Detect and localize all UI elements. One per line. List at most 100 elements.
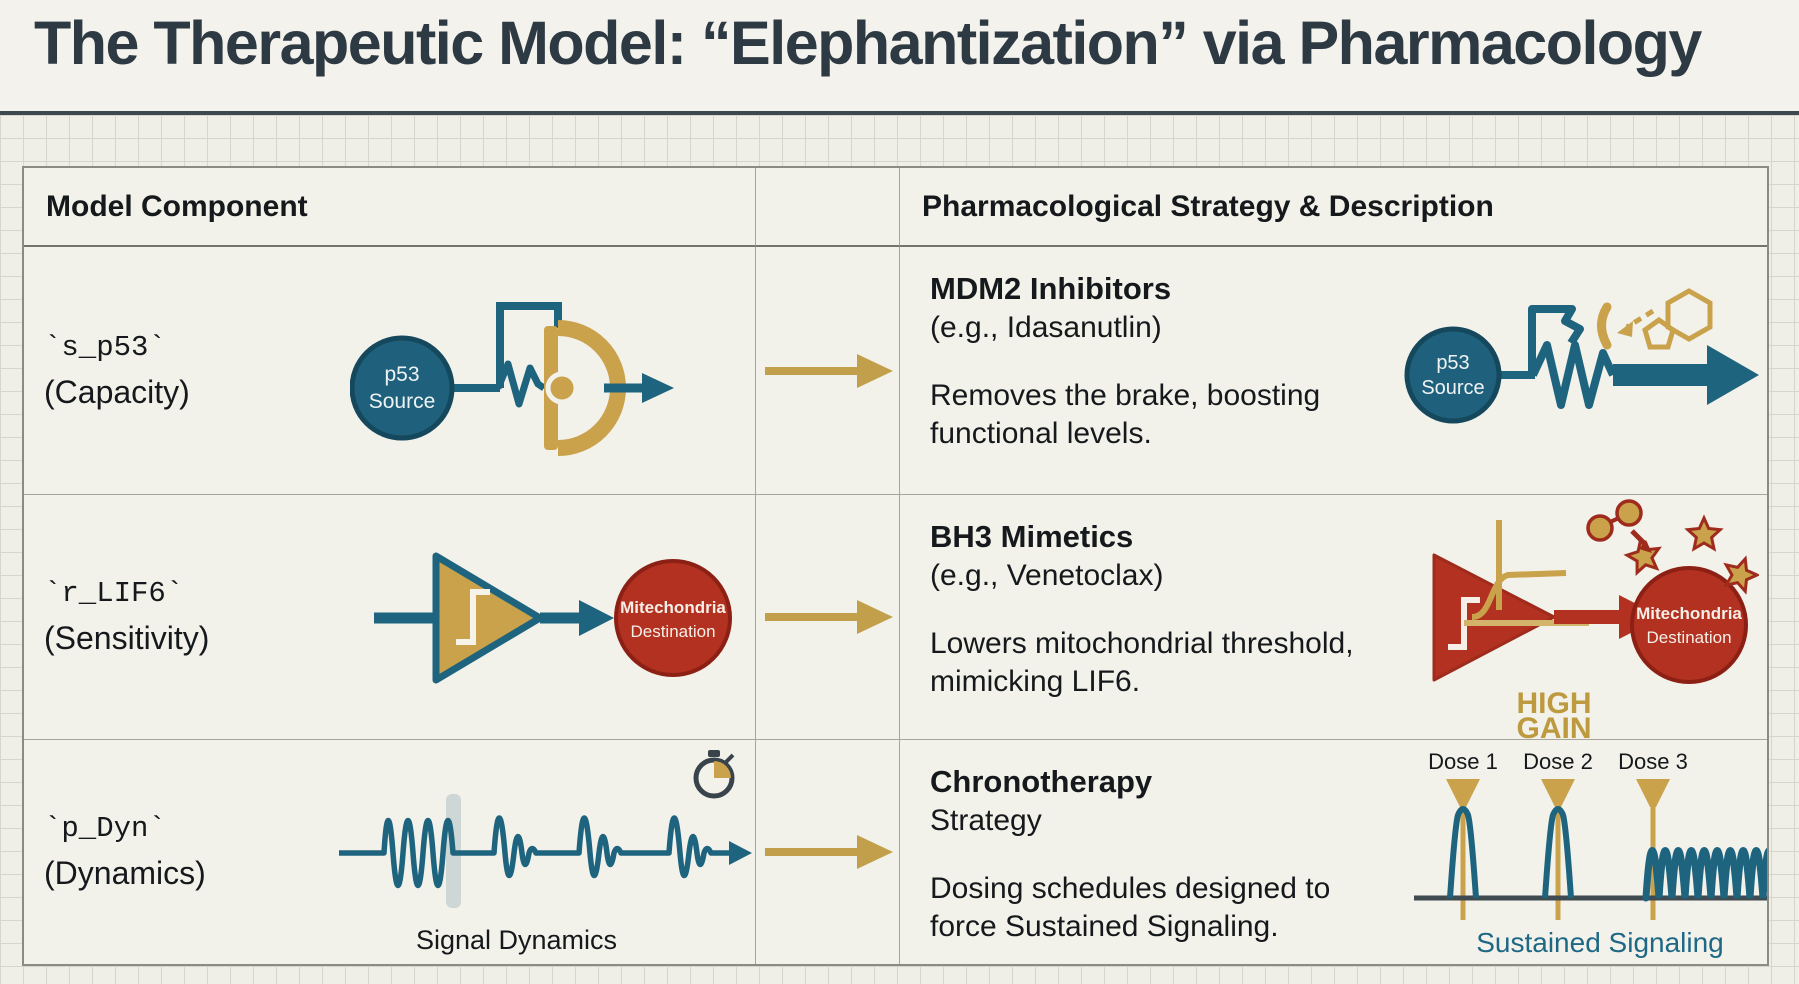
- p53-brake-removed-diagram: p53 Source: [1400, 247, 1767, 494]
- output-arrow-head: [579, 599, 614, 636]
- molecule-atom-icon: [1615, 498, 1643, 527]
- stopwatch-crown: [708, 750, 720, 757]
- amplifier-icon: Mitechondria Destination: [374, 552, 732, 683]
- p53-source-brake-diagram: p53 Source: [274, 276, 755, 466]
- dose-marker-icon: [1541, 779, 1575, 807]
- title-divider: [0, 111, 1799, 115]
- p53-node-line1: p53: [1436, 352, 1469, 374]
- molecule-pentagon-icon: [1642, 316, 1676, 350]
- header-pharmacological-strategy: Pharmacological Strategy & Description: [900, 168, 1767, 247]
- row-p_Dyn-mapping-cell: [756, 740, 900, 964]
- row-p_Dyn-component-cell: `p_Dyn` (Dynamics) Signal Dynamics: [24, 740, 756, 964]
- molecule-arrow-head: [1639, 539, 1652, 553]
- inhibitor-crescent-icon: [1597, 302, 1612, 350]
- maps-to-arrow-icon: [764, 353, 893, 388]
- signal-zigzag: [1529, 341, 1617, 409]
- molecule-atom-icon: [1586, 513, 1614, 542]
- p53-source-node: [349, 335, 454, 440]
- signal-waveform-icon: [339, 750, 752, 908]
- maps-to-arrow-icon: [764, 835, 893, 869]
- signal-path: [339, 815, 729, 889]
- mitochondria-node-line1: Mitechondria: [620, 598, 726, 617]
- molecule-arrow: [1630, 528, 1648, 547]
- title-band: [0, 0, 1799, 111]
- strategy-description: Lowers mitochondrial threshold, mimickin…: [930, 627, 1354, 699]
- high-gain-label-line2: GAIN: [1517, 712, 1592, 740]
- row-s_p53-component-cell: `s_p53` (Capacity) p53 Sou: [24, 247, 756, 495]
- stopwatch-nub: [724, 753, 735, 764]
- strategy-text-bh3: BH3 Mimetics (e.g., Venetoclax) Lowers m…: [900, 495, 1400, 701]
- bh3-spike-icon: [1623, 536, 1662, 576]
- strategy-example: Strategy: [930, 804, 1042, 837]
- transient-pulse: [1542, 806, 1574, 899]
- chronotherapy-dosing-diagram: Dose 1 Dose 2 Dose 3 Sustained Signa: [1400, 740, 1767, 964]
- signal-dynamics-caption: Signal Dynamics: [415, 925, 618, 955]
- component-code: `s_p53`: [44, 330, 166, 364]
- component-label-r_LIF6: `r_LIF6` (Sensitivity): [24, 577, 274, 657]
- high-gain-icon: Mitechondria Destination: [1432, 498, 1759, 740]
- p53-node-line1: p53: [384, 363, 419, 386]
- component-code: `p_Dyn`: [44, 812, 166, 845]
- strategy-heading: BH3 Mimetics: [930, 519, 1134, 554]
- inhibitor-arrow: [1625, 308, 1655, 330]
- bh3-spike-icon: [1684, 513, 1724, 552]
- header-model-component: Model Component: [24, 168, 756, 247]
- component-subtitle: (Dynamics): [44, 855, 206, 891]
- row-r_LIF6-component-cell: `r_LIF6` (Sensitivity) Mitechondria Dest…: [24, 495, 756, 740]
- mitochondria-node-line2: Destination: [630, 622, 715, 641]
- molecule-hexagon-icon: [1665, 288, 1713, 342]
- feedback-loop-line: [495, 301, 562, 388]
- signal-arrow-head: [729, 841, 752, 865]
- p53-node-line2: Source: [1421, 377, 1484, 399]
- transient-pulse: [1447, 806, 1479, 899]
- row-s_p53-mapping-cell: [756, 247, 900, 495]
- high-gain-label-line1: HIGH: [1517, 687, 1592, 720]
- component-label-s_p53: `s_p53` (Capacity): [24, 331, 274, 411]
- dose-2-label: Dose 2: [1523, 749, 1593, 774]
- signal-blip: [494, 360, 546, 407]
- strategy-example: (e.g., Idasanutlin): [930, 311, 1162, 344]
- row-r_LIF6-strategy-cell: BH3 Mimetics (e.g., Venetoclax) Lowers m…: [900, 495, 1767, 740]
- component-label-p_Dyn: `p_Dyn` (Dynamics): [24, 812, 274, 892]
- dose-marker-icon: [1446, 779, 1480, 807]
- strategy-text-chronotherapy: Chronotherapy Strategy Dosing schedules …: [900, 740, 1400, 946]
- mitochondria-node-line2: Destination: [1646, 628, 1731, 647]
- stopwatch-icon: [693, 757, 735, 799]
- high-gain-amplifier-diagram: Mitechondria Destination: [1400, 495, 1767, 739]
- maps-to-arrow-icon: [764, 600, 893, 634]
- p53-brake-icon: p53 Source: [349, 301, 674, 456]
- header-model-component-label: Model Component: [46, 189, 308, 223]
- gain-curve: [1471, 569, 1567, 620]
- bh3-spike-icon: [1723, 554, 1759, 595]
- step-function-icon: [456, 588, 490, 645]
- page-title: The Therapeutic Model: “Elephantization”…: [34, 9, 1702, 77]
- amplifier-triangle-icon: [432, 552, 544, 683]
- sustained-oscillation: [1642, 847, 1767, 902]
- strategy-description: Dosing schedules designed to force Susta…: [930, 872, 1331, 944]
- boost-arrow-shaft: [1613, 364, 1709, 386]
- p53-source-node: [1404, 326, 1502, 424]
- header-strategy-label: Pharmacological Strategy & Description: [922, 189, 1494, 223]
- component-subtitle: (Sensitivity): [44, 620, 210, 656]
- dose-3-label: Dose 3: [1618, 749, 1688, 774]
- strategy-example: (e.g., Venetoclax): [930, 559, 1164, 592]
- strategy-text-mdm2: MDM2 Inhibitors (e.g., Idasanutlin) Remo…: [900, 247, 1400, 453]
- dose-1-label: Dose 1: [1428, 749, 1498, 774]
- stopwatch-wedge: [714, 761, 731, 778]
- mitochondria-node: [614, 558, 732, 677]
- brake-removed-icon: p53 Source: [1404, 288, 1759, 424]
- p53-node-line2: Source: [368, 390, 435, 413]
- sustained-signaling-caption: Sustained Signaling: [1476, 927, 1724, 958]
- strategy-description: Removes the brake, boosting functional l…: [930, 379, 1321, 451]
- row-s_p53-strategy-cell: MDM2 Inhibitors (e.g., Idasanutlin) Remo…: [900, 247, 1767, 495]
- inhibitor-arrow-head: [1617, 321, 1633, 337]
- mitochondria-node-line1: Mitechondria: [1636, 604, 1742, 623]
- output-arrow-head: [641, 372, 674, 403]
- signal-dynamics-waveform: Signal Dynamics: [274, 748, 755, 956]
- strategy-heading: MDM2 Inhibitors: [930, 271, 1172, 306]
- dose-marker-icon: [1636, 779, 1670, 807]
- broken-loop-line: [1528, 305, 1584, 375]
- therapeutic-model-table: Model Component Pharmacological Strategy…: [22, 166, 1769, 966]
- row-p_Dyn-strategy-cell: Chronotherapy Strategy Dosing schedules …: [900, 740, 1767, 964]
